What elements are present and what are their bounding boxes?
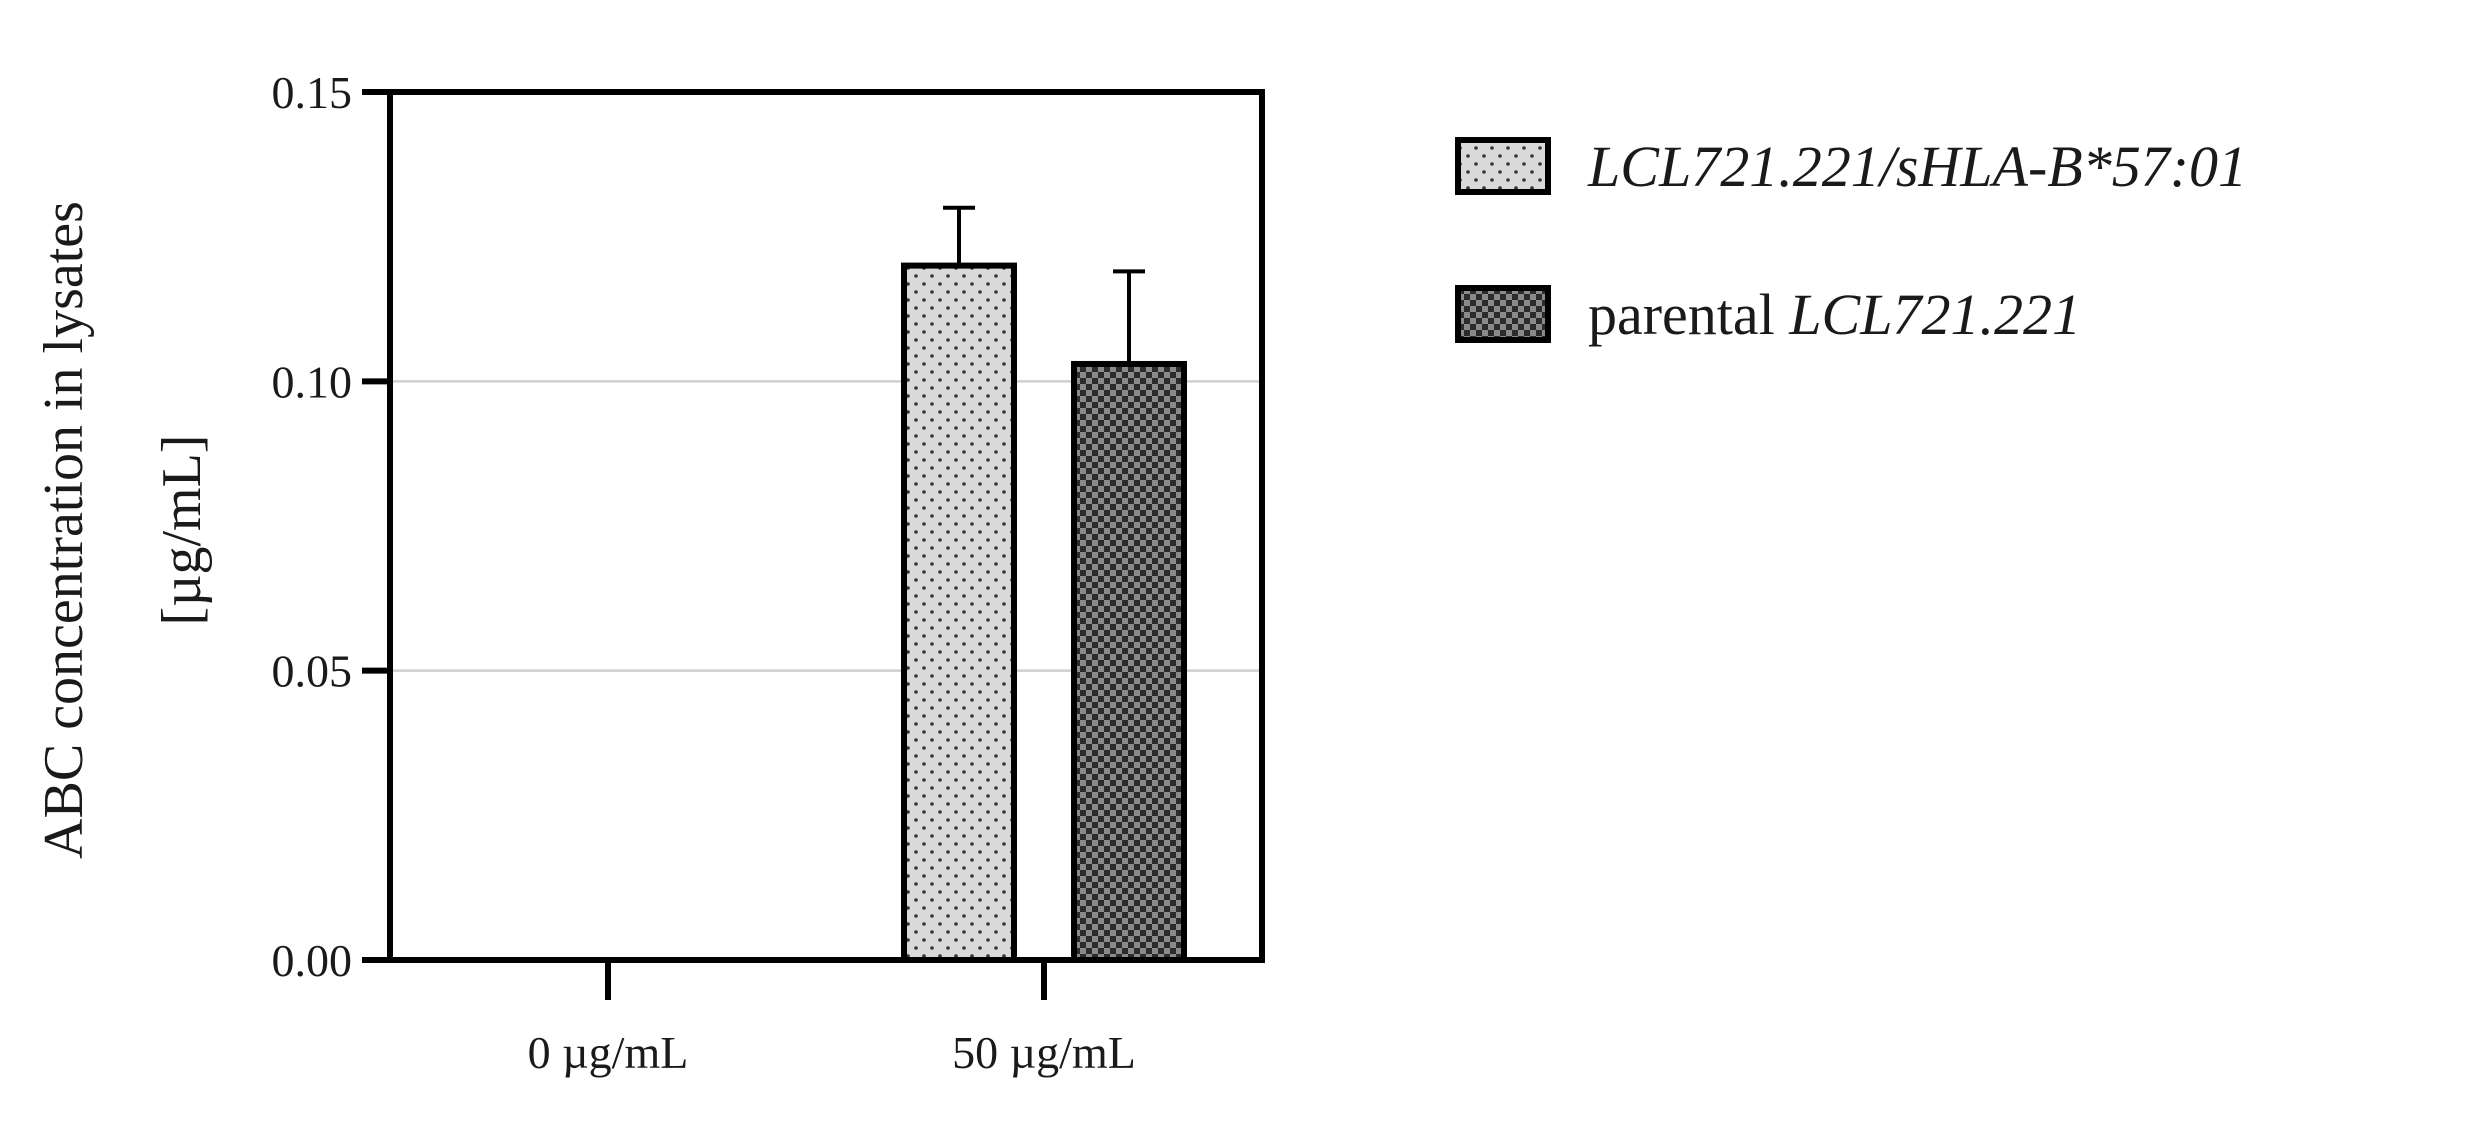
y-tick-label: 0.05 [272,646,353,697]
y-tick-label: 0.00 [272,935,353,986]
y-tick-label: 0.10 [272,356,353,407]
bar [1071,360,1187,963]
plot-frame [387,89,1265,963]
y-axis-label-line1: ABC concentration in lysates [33,201,95,859]
legend-text-part: LCL721.221 [1788,282,2081,347]
legend-entry: LCL721.221/sHLA-B*57:01 [1587,134,2247,199]
legend: LCL721.221/sHLA-B*57:01 parental LCL721.2… [1455,134,2247,347]
y-tick-label: 0.15 [272,67,353,118]
legend-text-part: LCL721.221/sHLA-B*57:01 [1587,134,2247,199]
bar [901,262,1017,964]
x-category-label: 0 µg/mL [528,1027,689,1078]
legend-entry: parental LCL721.221 [1588,282,2081,347]
bars [901,205,1187,964]
legend-text-part: parental [1588,282,1789,347]
axes: 0.00 0.05 0.10 0.15 0 µg/mL 50 µg/mL [272,67,1265,1078]
x-category-label: 50 µg/mL [952,1027,1136,1078]
y-axis-label-line2: [µg/mL] [151,435,213,626]
legend-swatch [1455,137,1551,195]
legend-swatch [1455,285,1551,343]
y-axis-label: ABC concentration in lysates [µg/mL] [33,201,213,859]
